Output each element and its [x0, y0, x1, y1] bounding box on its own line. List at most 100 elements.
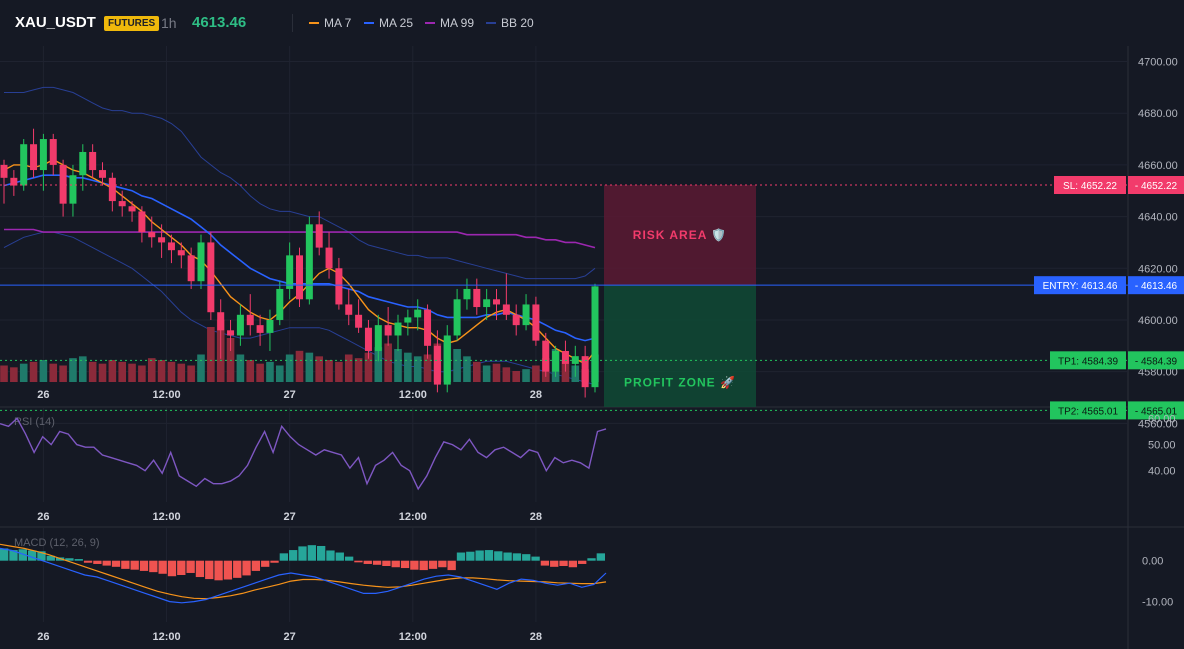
x-tick-label: 27 — [284, 511, 296, 523]
volume-bar — [29, 361, 38, 382]
volume-bar — [502, 367, 511, 382]
macd-histogram-bar — [149, 560, 158, 573]
candle-body — [217, 312, 225, 331]
ma99-line — [4, 228, 596, 249]
x-tick-label: 12:00 — [152, 389, 180, 401]
macd-histogram-bar — [177, 560, 186, 575]
candle-body — [345, 304, 353, 315]
macd-histogram-bar — [158, 560, 167, 574]
candle-body — [197, 242, 205, 282]
macd-histogram-bar — [289, 550, 298, 561]
candle-body — [335, 268, 343, 305]
macd-histogram-bar — [270, 560, 279, 563]
rsi-line — [0, 417, 607, 491]
macd-histogram-bar — [578, 560, 587, 564]
candle-body — [148, 232, 156, 238]
macd-histogram-bar — [37, 551, 46, 561]
macd-histogram-bar — [466, 551, 475, 561]
rsi-pane[interactable]: RSI (14) — [0, 416, 607, 491]
legend-ma7[interactable]: MA 7 — [309, 16, 351, 30]
macd-histogram-bar — [428, 560, 438, 569]
macd-histogram-bar — [484, 550, 494, 561]
volume-bar — [69, 358, 77, 382]
legend-label-bb20: BB 20 — [501, 16, 534, 30]
macd-histogram-bar — [316, 545, 326, 561]
macd-histogram-bar — [65, 558, 74, 561]
candle-body — [177, 250, 185, 256]
macd-y-tick: -10.00 — [1142, 597, 1173, 609]
macd-histogram-bar — [214, 560, 223, 581]
volume-bar — [49, 363, 58, 382]
volume-bar — [394, 349, 402, 382]
macd-histogram-bar — [186, 560, 195, 573]
header-divider — [292, 14, 293, 32]
volume-bar — [364, 352, 373, 382]
timeframe-label[interactable]: 1h — [161, 15, 177, 31]
x-tick-label: 28 — [530, 389, 542, 401]
macd-histogram-bar — [102, 560, 111, 566]
candle-body — [502, 304, 510, 315]
macd-histogram-bar — [298, 546, 307, 561]
macd-histogram-bar — [344, 556, 354, 561]
legend-ma25[interactable]: MA 25 — [364, 16, 413, 30]
macd-histogram-bar — [596, 553, 605, 561]
candle-body — [364, 327, 372, 351]
candle-body — [305, 224, 313, 300]
candle-body — [79, 151, 87, 176]
level-label-tp2: TP2: 4565.01 — [1058, 406, 1118, 417]
volume-bar — [276, 365, 284, 382]
macd-histogram-bar — [475, 550, 484, 561]
volume-bar — [128, 363, 136, 382]
candle-body — [10, 177, 18, 186]
candle-body — [99, 170, 106, 178]
volume-bar — [295, 350, 304, 382]
candle-body — [453, 299, 461, 336]
candle-body — [266, 319, 274, 333]
candle-body — [236, 314, 244, 336]
volume-bar — [374, 347, 383, 382]
volume-bar — [473, 361, 481, 382]
candle-body — [561, 350, 569, 364]
candle-body — [138, 211, 146, 233]
macd-histogram-bar — [205, 560, 214, 580]
volume-bar — [207, 327, 215, 382]
volume-bar — [256, 363, 264, 382]
candle-body — [483, 299, 491, 308]
macd-histogram-bar — [568, 560, 578, 568]
x-tick-label: 26 — [37, 511, 49, 523]
candle-body — [552, 350, 560, 372]
candle-body — [433, 345, 441, 385]
candle-body — [227, 330, 235, 336]
volume-bar — [167, 361, 176, 382]
chart-header: XAU_USDT FUTURES 1h 4613.46 MA 7 MA 25 M… — [0, 0, 1184, 46]
candle-body — [404, 317, 412, 323]
candle-body — [463, 288, 471, 300]
last-price: 4613.46 — [192, 14, 247, 31]
candle-body — [0, 164, 8, 178]
candle-body — [522, 304, 530, 326]
macd-pane[interactable]: MACD (12, 26, 9) — [0, 537, 607, 604]
volume-bar — [177, 363, 186, 382]
volume-bar — [236, 354, 245, 382]
price-pane[interactable]: RISK AREA 🛡️ PROFIT ZONE 🚀 — [0, 86, 1128, 411]
candle-body — [187, 255, 195, 282]
legend-bb20[interactable]: BB 20 — [486, 16, 534, 30]
level-label-box — [1050, 351, 1126, 370]
y-tick-label: 4640.00 — [1138, 212, 1178, 224]
price-tag-box — [1128, 176, 1184, 195]
x-tick-label: 28 — [530, 511, 542, 523]
volume-bar — [0, 365, 8, 382]
level-label-box — [1050, 401, 1126, 420]
macd-histogram-bar — [438, 560, 447, 568]
symbol-title[interactable]: XAU_USDT — [15, 14, 96, 31]
candle-body — [493, 299, 500, 305]
price-tag-box — [1128, 401, 1184, 420]
volume-bar — [187, 365, 195, 382]
price-tag-box — [1128, 351, 1184, 370]
legend-ma99[interactable]: MA 99 — [425, 16, 474, 30]
candle-body — [276, 288, 284, 320]
y-tick-label: 4680.00 — [1138, 108, 1178, 120]
candle-body — [325, 247, 333, 269]
price-tag-box — [1128, 276, 1184, 295]
